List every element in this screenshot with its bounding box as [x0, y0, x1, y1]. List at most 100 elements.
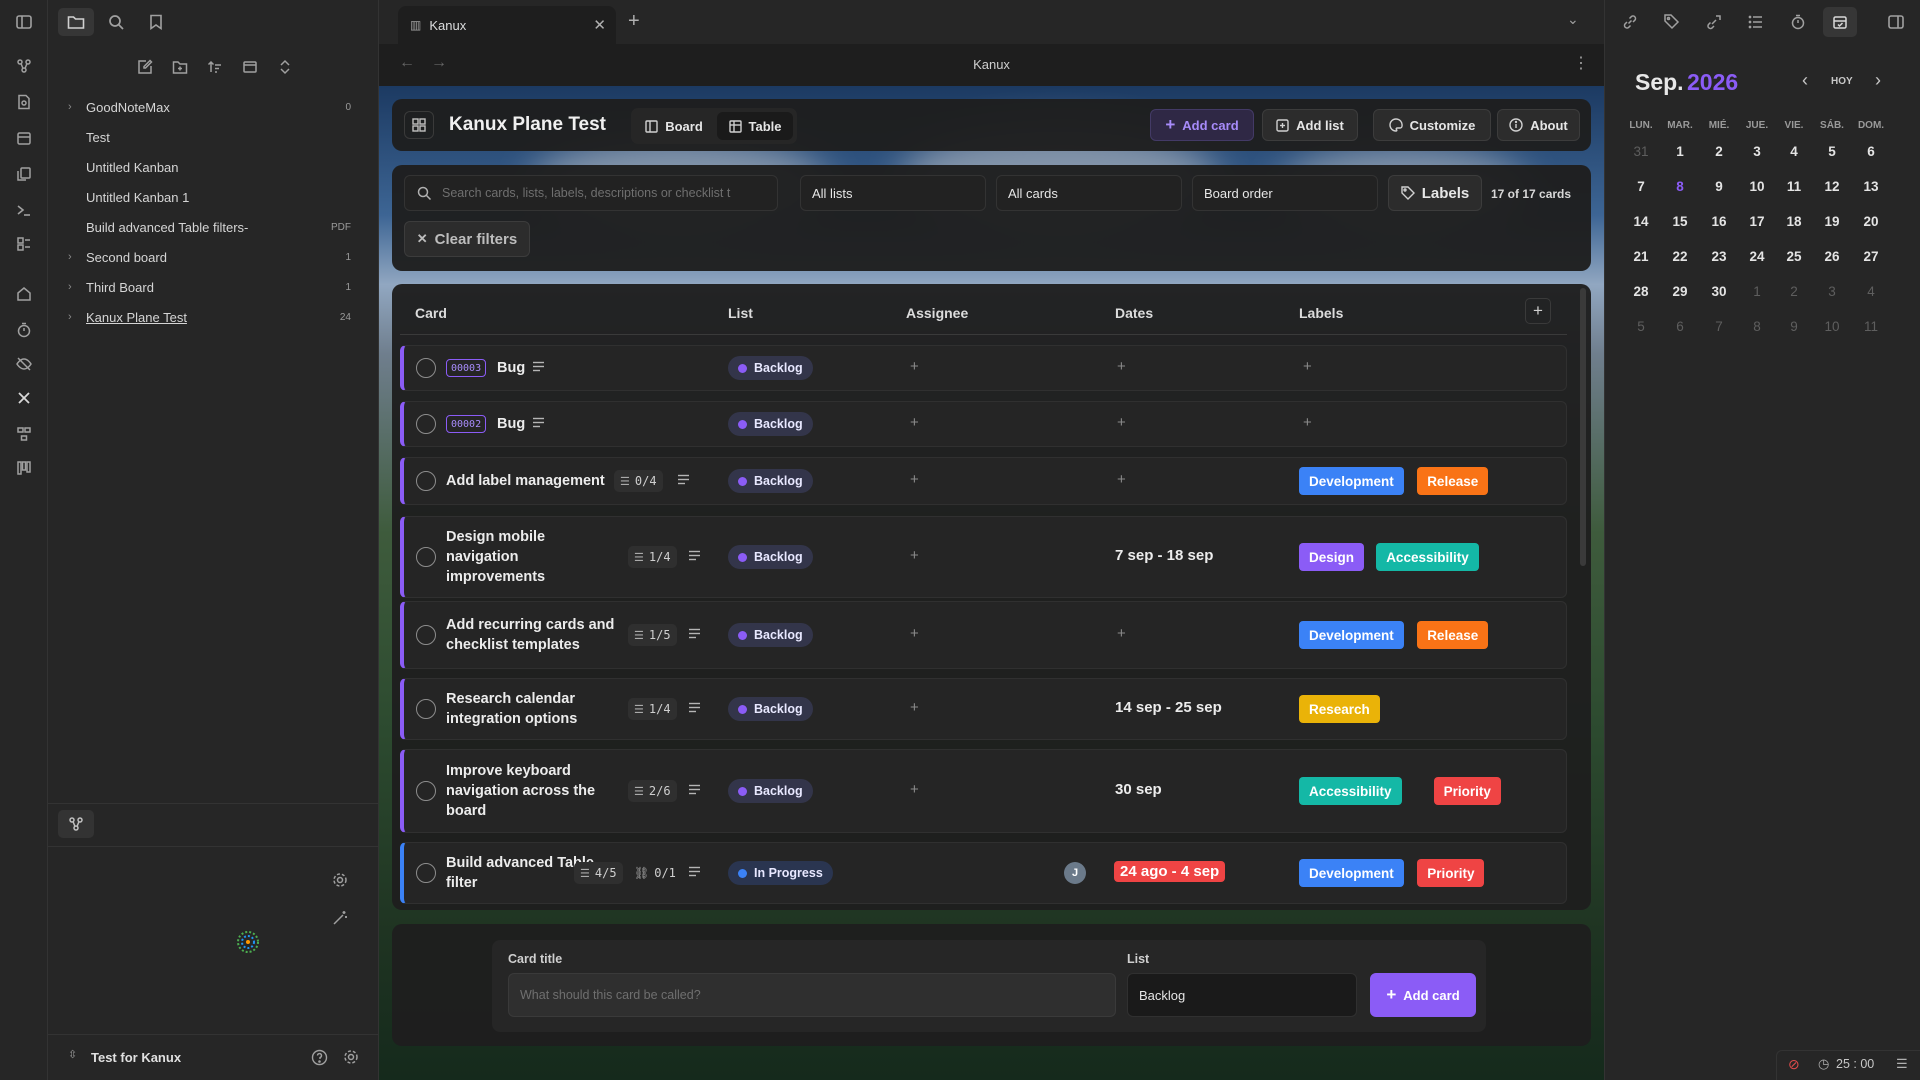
help-icon[interactable]: [308, 1046, 330, 1068]
back-arrow-icon[interactable]: ←: [399, 54, 415, 71]
calendar-day[interactable]: 27: [1863, 249, 1879, 264]
calendar-day[interactable]: 20: [1863, 214, 1879, 229]
calendar-day[interactable]: 10: [1749, 179, 1765, 194]
layers-icon[interactable]: ☰: [1896, 1056, 1908, 1071]
add-assignee-icon[interactable]: +: [910, 547, 919, 564]
table-row[interactable]: [400, 401, 1567, 447]
calendar-day[interactable]: 30: [1711, 284, 1727, 299]
calendar-day[interactable]: 9: [1715, 179, 1723, 194]
description-icon[interactable]: [532, 360, 545, 373]
sort-icon[interactable]: [201, 54, 229, 80]
description-icon[interactable]: [688, 783, 701, 796]
search-box[interactable]: Search cards, lists, labels, description…: [404, 175, 778, 211]
add-date-icon[interactable]: +: [1117, 471, 1126, 488]
file-tree-item[interactable]: Untitled Kanban 1: [48, 182, 379, 212]
file-tree-item[interactable]: Untitled Kanban: [48, 152, 379, 182]
calendar-day[interactable]: 28: [1633, 284, 1649, 299]
description-icon[interactable]: [532, 416, 545, 429]
complete-checkbox[interactable]: [416, 625, 436, 645]
date-range[interactable]: 14 sep - 25 sep: [1115, 699, 1222, 716]
complete-checkbox[interactable]: [416, 699, 436, 719]
prev-month-icon[interactable]: ‹: [1802, 70, 1808, 90]
list-pill[interactable]: Backlog: [728, 412, 813, 436]
calendar-day[interactable]: 11: [1786, 179, 1802, 194]
add-assignee-icon[interactable]: +: [910, 781, 919, 798]
calendar-day[interactable]: 17: [1749, 214, 1765, 229]
label-badge[interactable]: Release: [1417, 467, 1489, 495]
labels-filter-button[interactable]: Labels: [1388, 175, 1482, 211]
note-icon[interactable]: [0, 84, 48, 120]
file-tree-item[interactable]: › Kanux Plane Test 24: [48, 302, 379, 332]
add-assignee-icon[interactable]: +: [910, 471, 919, 488]
calendar-day[interactable]: 29: [1672, 284, 1688, 299]
description-icon[interactable]: [688, 627, 701, 640]
list-pill[interactable]: Backlog: [728, 779, 813, 803]
vault-switch-icon[interactable]: ⇳: [68, 1049, 78, 1061]
list-pill[interactable]: Backlog: [728, 545, 813, 569]
add-date-icon[interactable]: +: [1117, 358, 1126, 375]
list-pill[interactable]: Backlog: [728, 469, 813, 493]
calendar-day[interactable]: 8: [1676, 179, 1684, 194]
board-menu-icon[interactable]: [404, 111, 434, 139]
pomodoro-timer[interactable]: 25 : 00: [1836, 1057, 1875, 1071]
date-range[interactable]: 30 sep: [1115, 781, 1162, 798]
label-badge[interactable]: Accessibility: [1299, 777, 1402, 805]
calendar-day[interactable]: 13: [1863, 179, 1879, 194]
complete-checkbox[interactable]: [416, 863, 436, 883]
calendar-day[interactable]: 5: [1637, 319, 1645, 334]
file-tree-item[interactable]: Test: [48, 122, 379, 152]
label-badge[interactable]: Priority: [1417, 859, 1485, 887]
calendar-day[interactable]: 22: [1672, 249, 1688, 264]
card-title[interactable]: Build advanced Table filter: [446, 855, 594, 891]
card-title-input[interactable]: What should this card be called?: [508, 973, 1116, 1017]
chevron-right-icon[interactable]: ›: [68, 311, 72, 323]
chevron-right-icon[interactable]: ›: [68, 251, 72, 263]
calendar-day[interactable]: 14: [1633, 214, 1649, 229]
calendar-tab-icon[interactable]: [1823, 7, 1857, 37]
complete-checkbox[interactable]: [416, 358, 436, 378]
next-month-icon[interactable]: ›: [1875, 70, 1881, 90]
calendar-day[interactable]: 1: [1676, 144, 1684, 159]
table-row[interactable]: [400, 345, 1567, 391]
card-title[interactable]: Bug: [497, 360, 526, 376]
submit-card-button[interactable]: + Add card: [1370, 973, 1476, 1017]
list-pill[interactable]: Backlog: [728, 623, 813, 647]
pomodoro-icon[interactable]: ◷: [1818, 1056, 1830, 1071]
list-pill[interactable]: Backlog: [728, 697, 813, 721]
calendar-day[interactable]: 25: [1786, 249, 1802, 264]
kanban-icon[interactable]: [0, 450, 48, 486]
calendar-day[interactable]: 6: [1867, 144, 1875, 159]
chevron-right-icon[interactable]: ›: [68, 101, 72, 113]
timer-icon[interactable]: [0, 312, 48, 348]
tags-icon[interactable]: [1657, 8, 1687, 36]
calendar-day[interactable]: 7: [1637, 179, 1645, 194]
calendar-day[interactable]: 12: [1824, 179, 1840, 194]
tools-icon[interactable]: [0, 380, 48, 416]
copy-icon[interactable]: [0, 156, 48, 192]
col-header-labels[interactable]: Labels: [1299, 305, 1344, 321]
graph-icon[interactable]: [0, 48, 48, 84]
card-title[interactable]: Improve keyboard navigation across the b…: [446, 763, 596, 819]
calendar-day[interactable]: 7: [1715, 319, 1723, 334]
clear-filters-button[interactable]: ✕ Clear filters: [404, 221, 530, 257]
table-scrollbar[interactable]: [1580, 288, 1586, 566]
list-pill[interactable]: Backlog: [728, 356, 813, 380]
file-tree-item[interactable]: › GoodNoteMax 0: [48, 92, 379, 122]
add-column-icon[interactable]: +: [1525, 298, 1551, 324]
add-date-icon[interactable]: +: [1117, 625, 1126, 642]
calendar-day[interactable]: 5: [1828, 144, 1836, 159]
calendar-day[interactable]: 18: [1786, 214, 1802, 229]
vault-settings-icon[interactable]: [340, 1046, 362, 1068]
add-assignee-icon[interactable]: +: [910, 358, 919, 375]
new-folder-icon[interactable]: [166, 54, 194, 80]
view-table-button[interactable]: Table: [717, 112, 793, 140]
search-input[interactable]: Search cards, lists, labels, description…: [442, 186, 731, 200]
vault-name[interactable]: Test for Kanux: [91, 1050, 182, 1065]
card-title[interactable]: Bug: [497, 416, 526, 432]
add-card-button[interactable]: + Add card: [1150, 109, 1254, 141]
outgoing-links-icon[interactable]: [1699, 8, 1729, 36]
search-icon[interactable]: [98, 8, 134, 36]
complete-checkbox[interactable]: [416, 781, 436, 801]
label-badge[interactable]: Design: [1299, 543, 1365, 571]
add-list-button[interactable]: Add list: [1262, 109, 1358, 141]
